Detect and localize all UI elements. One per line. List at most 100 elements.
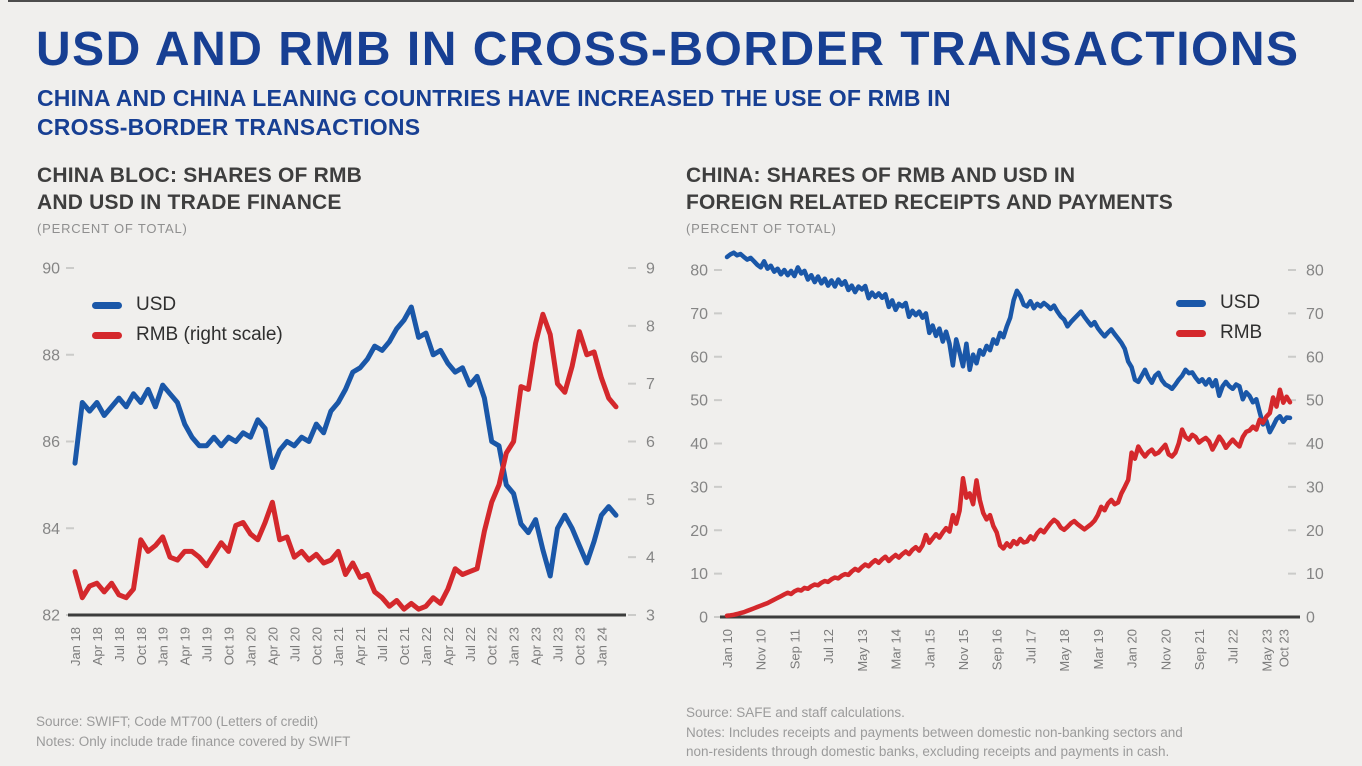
svg-text:Jul 17: Jul 17 — [1023, 629, 1038, 664]
svg-text:70: 70 — [1306, 306, 1324, 323]
svg-text:Jul 23: Jul 23 — [551, 627, 566, 662]
right-chart-source: Source: SAFE and staff calculations. — [686, 705, 905, 720]
svg-text:Oct 23: Oct 23 — [1276, 629, 1291, 667]
svg-text:Jan 10: Jan 10 — [720, 629, 735, 668]
svg-text:Jul 18: Jul 18 — [112, 627, 127, 662]
svg-text:Apr 18: Apr 18 — [90, 627, 105, 665]
legend-item-rmb: RMB — [1176, 322, 1262, 344]
svg-text:Oct 20: Oct 20 — [309, 627, 324, 665]
svg-text:Apr 20: Apr 20 — [265, 627, 280, 665]
page-title: USD AND RMB IN CROSS-BORDER TRANSACTIONS — [36, 23, 1300, 76]
svg-text:May 13: May 13 — [855, 629, 870, 672]
svg-text:Jul 22: Jul 22 — [1226, 629, 1241, 664]
svg-text:8: 8 — [646, 318, 655, 335]
svg-text:40: 40 — [690, 436, 708, 453]
legend-item-usd: USD — [92, 294, 283, 316]
left-chart-units: (PERCENT OF TOTAL) — [37, 221, 188, 236]
svg-text:Oct 19: Oct 19 — [222, 627, 237, 665]
svg-text:5: 5 — [646, 492, 655, 509]
left-chart-source: Source: SWIFT; Code MT700 (Letters of cr… — [36, 714, 319, 729]
svg-text:6: 6 — [646, 434, 655, 451]
svg-text:Oct 21: Oct 21 — [397, 627, 412, 665]
svg-text:4: 4 — [646, 550, 655, 567]
svg-text:20: 20 — [690, 523, 708, 540]
left-chart-footnote: Source: SWIFT; Code MT700 (Letters of cr… — [36, 712, 350, 751]
svg-text:50: 50 — [690, 393, 708, 410]
legend-item-rmb: RMB (right scale) — [92, 324, 283, 346]
svg-text:7: 7 — [646, 376, 655, 393]
left-chart-notes: Notes: Only include trade finance covere… — [36, 733, 351, 749]
svg-text:84: 84 — [42, 521, 60, 538]
svg-text:90: 90 — [42, 261, 60, 278]
top-rule — [8, 0, 1354, 2]
right-chart-footnote: Source: SAFE and staff calculations. Not… — [686, 703, 1183, 762]
svg-text:88: 88 — [42, 347, 60, 364]
svg-text:Jan 18: Jan 18 — [68, 627, 83, 666]
svg-text:Jan 24: Jan 24 — [594, 627, 609, 666]
legend-label-rmb: RMB (right scale) — [136, 324, 283, 345]
svg-text:Sep 11: Sep 11 — [787, 629, 802, 669]
svg-text:Jan 15: Jan 15 — [922, 629, 937, 668]
svg-text:Jan 23: Jan 23 — [507, 627, 522, 666]
svg-text:Oct 22: Oct 22 — [485, 627, 500, 665]
svg-text:60: 60 — [1306, 349, 1324, 366]
svg-text:80: 80 — [1306, 263, 1324, 280]
svg-text:Jul 20: Jul 20 — [287, 627, 302, 662]
legend-label-usd: USD — [136, 294, 177, 315]
right-chart-notes-line2: non-residents through domestic banks, ex… — [686, 744, 1170, 760]
svg-text:3: 3 — [646, 608, 655, 625]
legend-label-rmb: RMB — [1220, 322, 1263, 343]
svg-text:Jul 12: Jul 12 — [821, 629, 836, 664]
right-chart-title-line2: FOREIGN RELATED RECEIPTS AND PAYMENTS — [686, 191, 1173, 215]
svg-text:Sep 21: Sep 21 — [1192, 629, 1207, 670]
svg-text:Apr 23: Apr 23 — [529, 627, 544, 665]
svg-text:Nov 20: Nov 20 — [1158, 629, 1173, 670]
svg-text:30: 30 — [1306, 479, 1324, 496]
rmb-line-swatch-icon — [92, 331, 122, 339]
svg-text:0: 0 — [1306, 610, 1315, 627]
right-chart-title: CHINA: SHARES OF RMB AND USD IN FOREIGN … — [686, 162, 1173, 217]
svg-text:Mar 19: Mar 19 — [1091, 629, 1106, 669]
svg-text:82: 82 — [42, 608, 60, 625]
svg-text:Jan 20: Jan 20 — [1125, 629, 1140, 668]
usd-line-swatch-icon — [1176, 299, 1206, 307]
svg-text:10: 10 — [1306, 566, 1324, 583]
right-chart-units: (PERCENT OF TOTAL) — [686, 221, 837, 236]
svg-text:40: 40 — [1306, 436, 1324, 453]
svg-text:Jan 21: Jan 21 — [331, 627, 346, 666]
svg-text:50: 50 — [1306, 393, 1324, 410]
right-chart-notes-line1: Notes: Includes receipts and payments be… — [686, 724, 1183, 740]
svg-text:Oct 18: Oct 18 — [134, 627, 149, 665]
legend-item-usd: USD — [1176, 292, 1262, 314]
svg-text:86: 86 — [42, 434, 60, 451]
legend-label-usd: USD — [1220, 292, 1261, 313]
usd-line-swatch-icon — [92, 301, 122, 309]
svg-text:Mar 14: Mar 14 — [889, 629, 904, 669]
right-chart-title-line1: CHINA: SHARES OF RMB AND USD IN — [686, 164, 1076, 187]
left-chart-title-line1: CHINA BLOC: SHARES OF RMB — [37, 164, 363, 187]
left-chart-title: CHINA BLOC: SHARES OF RMB AND USD IN TRA… — [37, 162, 362, 217]
svg-text:30: 30 — [690, 479, 708, 496]
svg-text:Jul 22: Jul 22 — [463, 627, 478, 662]
svg-text:Apr 22: Apr 22 — [441, 627, 456, 665]
svg-text:9: 9 — [646, 261, 655, 278]
svg-text:70: 70 — [690, 306, 708, 323]
svg-text:May 23: May 23 — [1259, 629, 1274, 672]
svg-text:Jan 20: Jan 20 — [243, 627, 258, 666]
svg-text:Nov 15: Nov 15 — [956, 629, 971, 670]
svg-text:0: 0 — [699, 610, 708, 627]
svg-text:Jul 19: Jul 19 — [200, 627, 215, 662]
page-subtitle-line2: CROSS-BORDER TRANSACTIONS — [37, 114, 421, 141]
page-subtitle: CHINA AND CHINA LEANING COUNTRIES HAVE I… — [37, 84, 951, 142]
left-chart-legend: USD RMB (right scale) — [92, 294, 283, 354]
svg-text:Oct 23: Oct 23 — [572, 627, 587, 665]
svg-text:80: 80 — [690, 263, 708, 280]
page-subtitle-line1: CHINA AND CHINA LEANING COUNTRIES HAVE I… — [37, 85, 951, 111]
svg-text:Jan 19: Jan 19 — [156, 627, 171, 666]
svg-text:Apr 21: Apr 21 — [353, 627, 368, 665]
svg-text:Nov 10: Nov 10 — [754, 629, 769, 670]
left-chart-title-line2: AND USD IN TRADE FINANCE — [37, 191, 342, 215]
svg-text:60: 60 — [690, 349, 708, 366]
